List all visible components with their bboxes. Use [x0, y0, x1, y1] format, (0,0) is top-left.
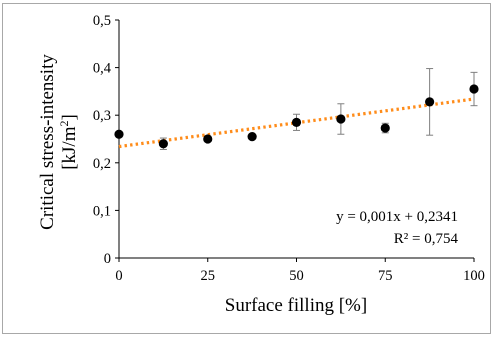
y-tick-label: 0: [104, 251, 111, 267]
y-axis-label: Critical stress-intensity [kJ/m2]: [37, 54, 80, 230]
x-tick-label: 25: [201, 268, 216, 284]
y-axis-unit: [kJ/m: [59, 126, 80, 170]
data-point: [469, 84, 479, 94]
data-point: [247, 132, 257, 142]
chart-frame: [2, 3, 491, 334]
y-axis-unit-bracket: ]: [59, 114, 80, 120]
y-axis-label-line1: Critical stress-intensity: [37, 54, 58, 230]
data-point: [291, 117, 302, 127]
axes: [115, 19, 475, 262]
x-tick-label: 75: [378, 268, 393, 284]
y-tick-label: 0,5: [93, 13, 111, 29]
data-point: [425, 97, 435, 107]
data-point: [336, 114, 346, 124]
trendline-line: [118, 97, 475, 149]
x-tick-label: 50: [289, 268, 304, 284]
data-point: [203, 134, 213, 144]
data-point: [114, 129, 124, 139]
y-tick-label: 0,3: [93, 108, 111, 124]
x-axis-label: Surface filling [%]: [225, 295, 367, 316]
data-points: [114, 68, 479, 150]
trendline-equation: y = 0,001x + 0,2341: [336, 209, 458, 225]
x-tick-label: 0: [115, 268, 122, 284]
y-tick-label: 0,4: [93, 61, 112, 77]
data-point: [158, 139, 168, 149]
data-point: [380, 123, 390, 133]
y-axis-label-line2: [kJ/m2]: [57, 114, 80, 170]
r-squared-label: R² = 0,754: [394, 231, 459, 247]
y-tick-label: 0,2: [93, 156, 111, 172]
y-axis-unit-superscript: 2: [57, 121, 71, 127]
tick-labels: 0 0,1 0,2 0,3 0,4 0,5 0 25 50 75 100: [93, 13, 485, 284]
trendline: [118, 97, 475, 149]
y-tick-label: 0,1: [93, 203, 111, 219]
x-tick-label: 100: [463, 268, 485, 284]
